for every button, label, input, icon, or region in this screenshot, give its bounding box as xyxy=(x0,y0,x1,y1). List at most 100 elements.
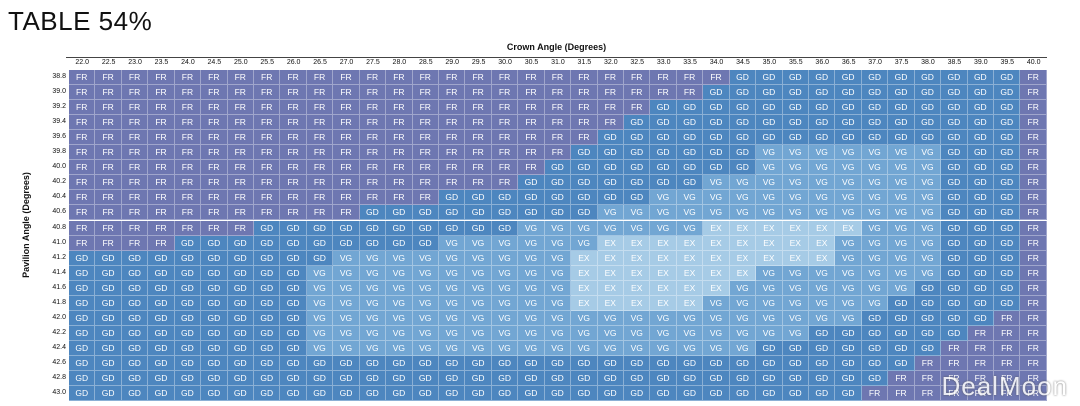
grade-cell: VG xyxy=(835,190,862,206)
grade-cell: FR xyxy=(1020,386,1047,402)
grade-cell: GD xyxy=(412,205,439,221)
grade-cell: FR xyxy=(95,85,122,101)
grade-cell: FR xyxy=(412,160,439,176)
grade-cell: GD xyxy=(597,160,625,176)
grade-cell: GD xyxy=(491,220,519,236)
grade-cell: GD xyxy=(306,355,334,371)
grade-cell: EX xyxy=(650,295,677,311)
grade-cell: FR xyxy=(121,220,149,236)
grade-cell: EX xyxy=(624,265,651,281)
grade-cell: GD xyxy=(95,310,122,326)
grade-cell: GD xyxy=(914,280,942,296)
grade-cell: VG xyxy=(491,340,519,356)
grade-cell: VG xyxy=(888,265,915,281)
row-header: 40.4 xyxy=(52,193,66,201)
grade-cell: GD xyxy=(994,190,1021,206)
grade-cell: FR xyxy=(306,130,334,146)
column-header: 24.5 xyxy=(207,59,222,66)
grade-cell: FR xyxy=(174,205,202,221)
grade-cell: GD xyxy=(967,310,995,326)
column-header: 34.0 xyxy=(709,59,724,66)
grade-cell: VG xyxy=(518,340,545,356)
grade-cell: FR xyxy=(544,100,572,116)
grade-cell: GD xyxy=(571,145,598,161)
grade-cell: GD xyxy=(386,205,413,221)
grade-cell: GD xyxy=(676,115,704,131)
grade-cell: GD xyxy=(306,386,334,402)
grade-cell: GD xyxy=(95,280,122,296)
grade-cell: EX xyxy=(571,265,598,281)
grade-cell: GD xyxy=(69,371,96,387)
grade-cell: GD xyxy=(412,235,439,251)
grade-cell: GD xyxy=(782,70,810,86)
grade-cell: FR xyxy=(254,70,281,86)
grade-cell: GD xyxy=(835,325,862,341)
row-header: 39.2 xyxy=(52,103,66,111)
grade-cell: FR xyxy=(386,160,413,176)
grade-cell: VG xyxy=(650,190,677,206)
grade-cell: VG xyxy=(756,145,783,161)
grade-cell: VG xyxy=(412,265,439,281)
column-header: 25.5 xyxy=(260,59,275,66)
grade-cell: FR xyxy=(359,175,387,191)
grade-cell: EX xyxy=(729,250,757,266)
row-header: 40.8 xyxy=(52,223,66,231)
grade-cell: GD xyxy=(201,340,228,356)
grade-cell: FR xyxy=(254,115,281,131)
column-header: 32.5 xyxy=(630,59,645,66)
grade-cell: VG xyxy=(359,280,387,296)
row-header: 41.8 xyxy=(52,298,66,306)
grade-cell: GD xyxy=(888,310,915,326)
grade-cell: GD xyxy=(703,386,730,402)
grade-cell: GD xyxy=(597,190,625,206)
grade-cell: GD xyxy=(227,340,254,356)
grade-cell: GD xyxy=(518,355,545,371)
grade-cell: GD xyxy=(941,220,968,236)
grade-cell: FR xyxy=(359,85,387,101)
grade-cell: GD xyxy=(914,325,942,341)
grade-cell: EX xyxy=(782,220,810,236)
grade-cell: GD xyxy=(650,115,677,131)
column-header: 33.5 xyxy=(683,59,697,66)
grade-cell: FR xyxy=(1020,205,1047,221)
grade-cell: GD xyxy=(782,115,810,131)
grade-cell: VG xyxy=(703,190,730,206)
grade-cell: FR xyxy=(359,130,387,146)
grade-cell: VG xyxy=(703,175,730,191)
grade-cell: FR xyxy=(359,160,387,176)
grade-cell: FR xyxy=(174,70,202,86)
grade-cell: GD xyxy=(174,310,202,326)
grade-cell: GD xyxy=(941,235,968,251)
grade-cell: VG xyxy=(333,340,360,356)
grade-cell: GD xyxy=(967,235,995,251)
grade-cell: FR xyxy=(544,145,572,161)
grade-cell: GD xyxy=(359,386,387,402)
grade-cell: GD xyxy=(650,175,677,191)
grade-cell: FR xyxy=(95,115,122,131)
grade-cell: VG xyxy=(782,160,810,176)
grade-cell: FR xyxy=(201,145,228,161)
grade-cell: VG xyxy=(835,205,862,221)
grade-cell: FR xyxy=(254,145,281,161)
grade-cell: GD xyxy=(280,280,307,296)
grade-cell: VG xyxy=(306,265,334,281)
grade-cell: GD xyxy=(941,85,968,101)
grade-cell: FR xyxy=(386,190,413,206)
grade-cell: FR xyxy=(306,70,334,86)
grade-cell: GD xyxy=(650,100,677,116)
grade-cell: GD xyxy=(650,130,677,146)
grade-cell: GD xyxy=(967,295,995,311)
grade-cell: FR xyxy=(439,70,466,86)
grade-cell: FR xyxy=(544,130,572,146)
grade-cell: GD xyxy=(597,386,625,402)
grade-cell: FR xyxy=(465,85,492,101)
grade-cell: GD xyxy=(782,371,810,387)
grade-cell: FR xyxy=(518,130,545,146)
grade-cell: GD xyxy=(121,310,149,326)
grade-cell: GD xyxy=(148,295,175,311)
grade-cell: EX xyxy=(597,250,625,266)
grade-cell: GD xyxy=(624,115,651,131)
grade-cell: FR xyxy=(201,190,228,206)
grade-cell: FR xyxy=(333,85,360,101)
grade-cell: FR xyxy=(95,220,122,236)
